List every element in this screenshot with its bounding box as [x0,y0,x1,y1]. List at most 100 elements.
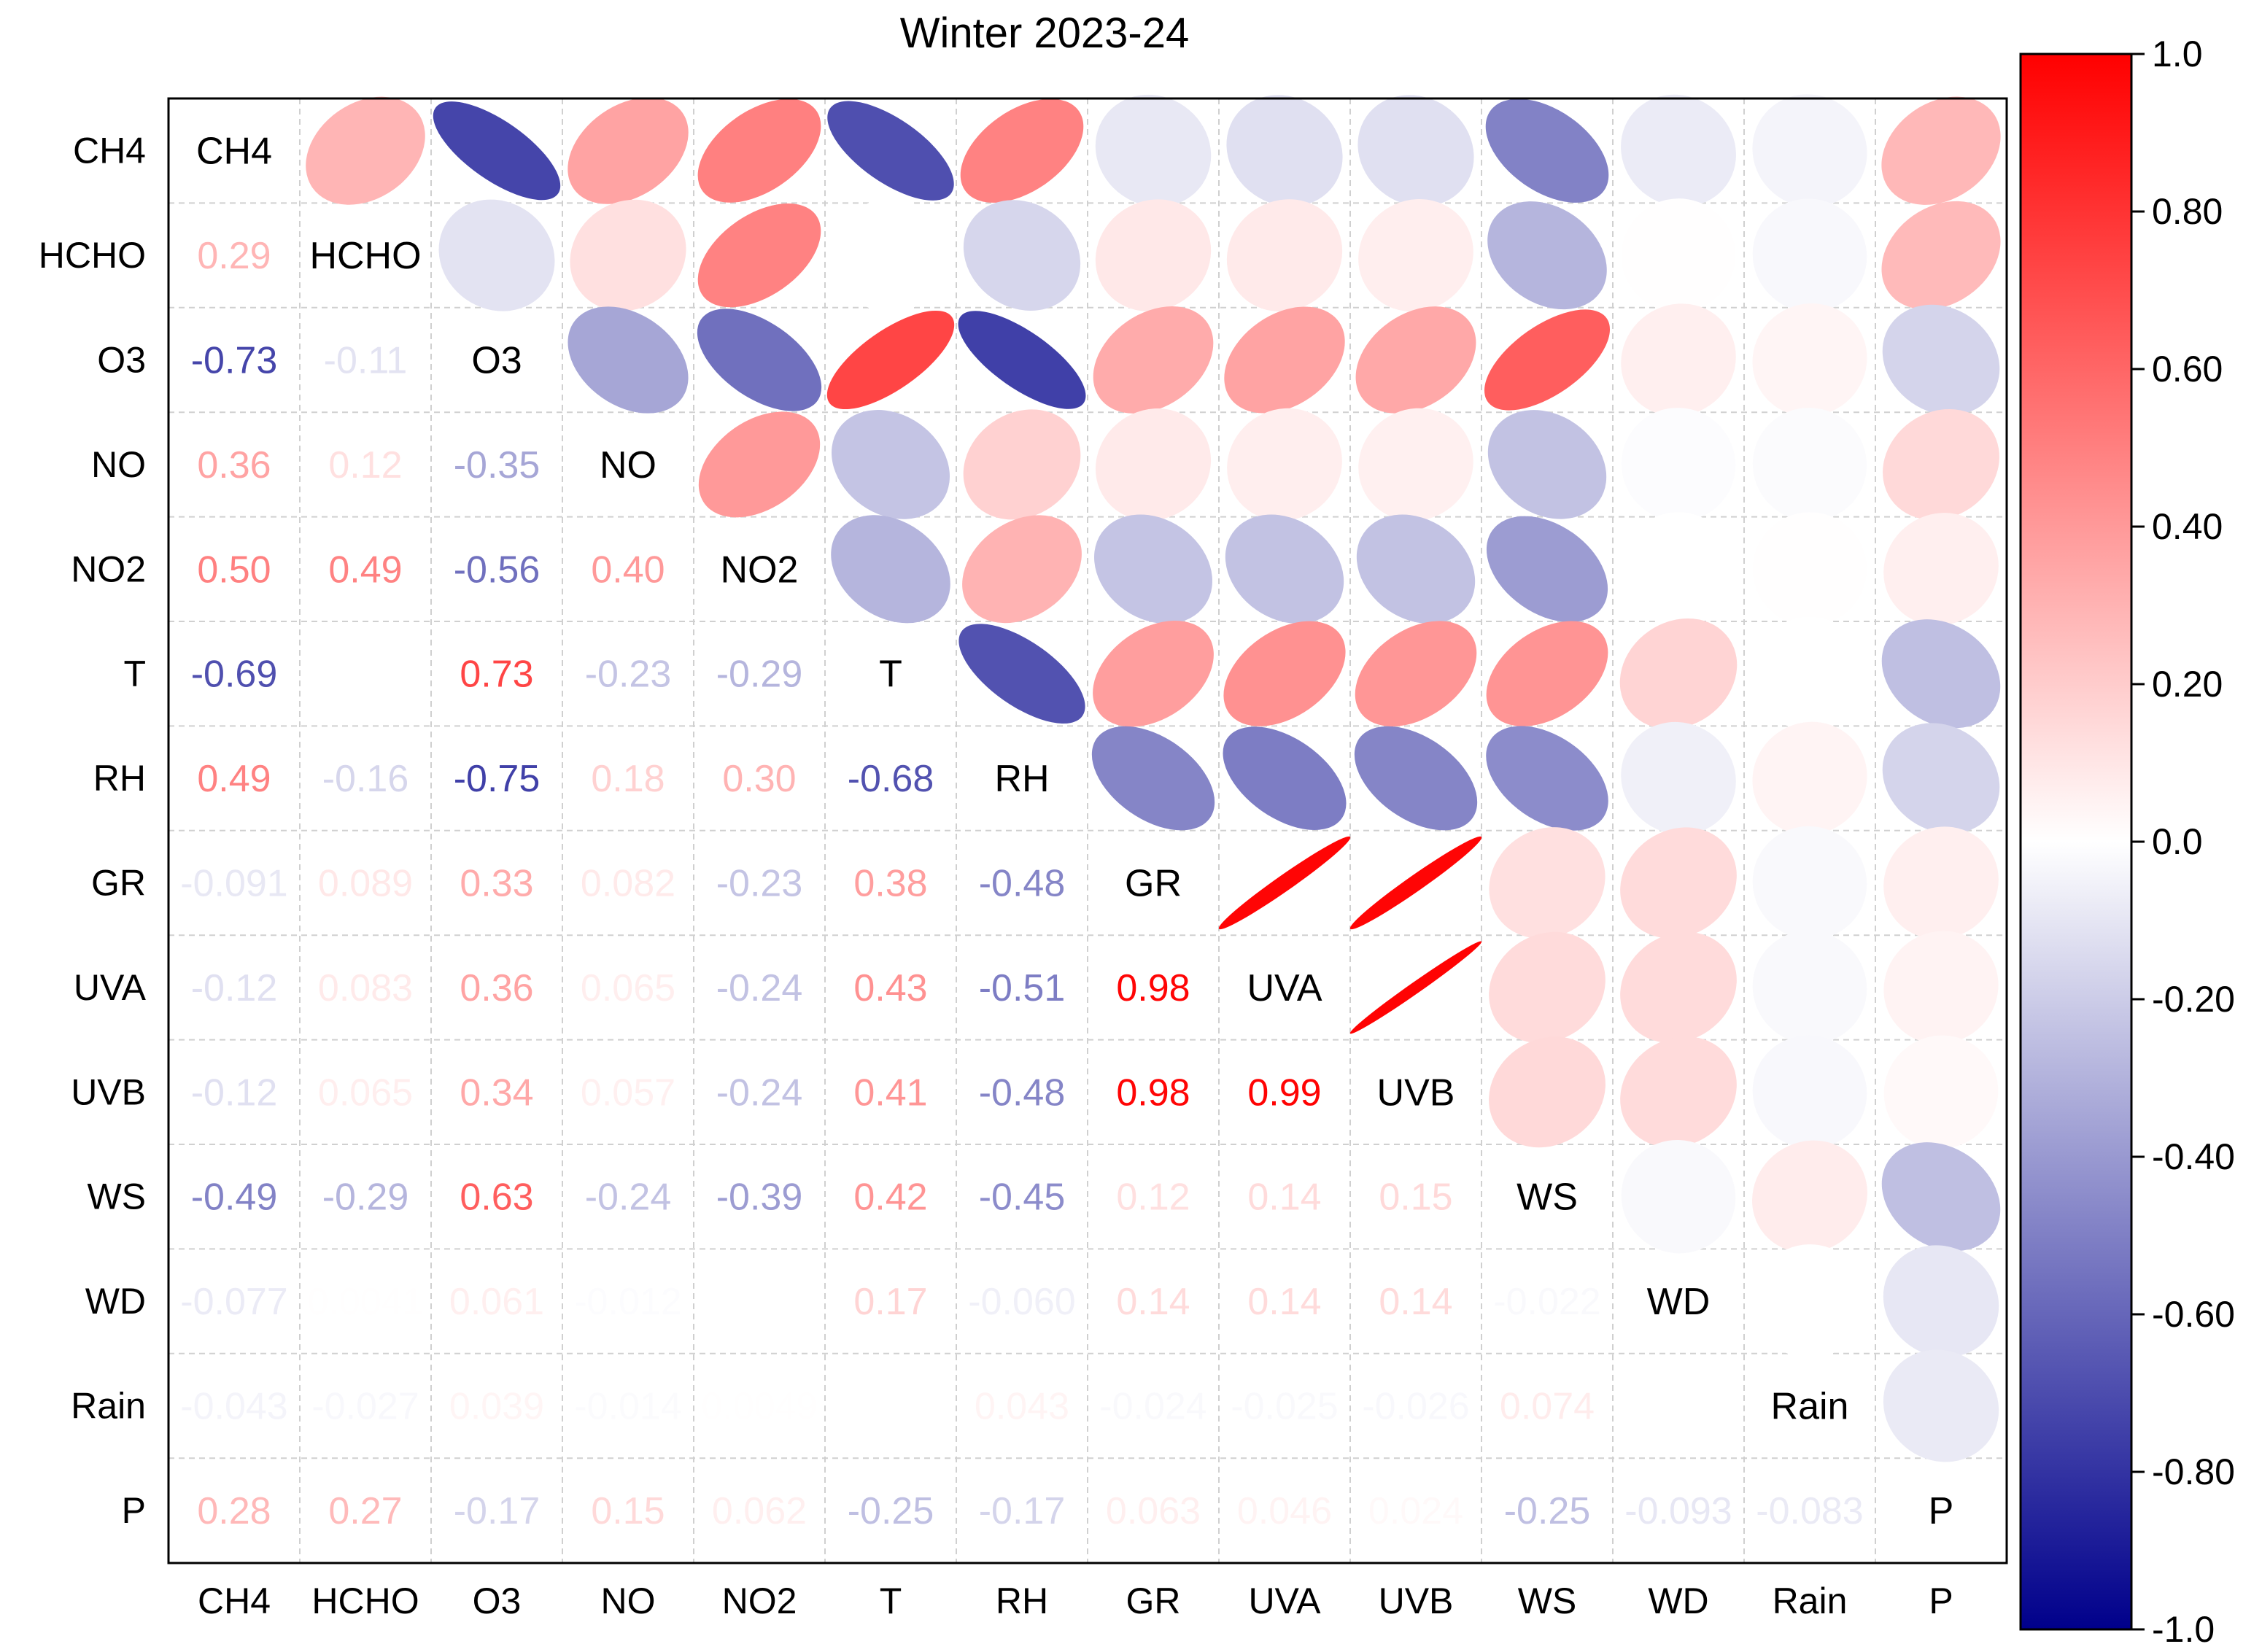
correlation-value: 0.0 [339,654,392,696]
correlation-ellipse [1619,618,1738,729]
correlation-value: -0.17 [979,1490,1066,1532]
x-tick-label: UVB [1379,1581,1454,1621]
correlation-ellipse [1752,1035,1867,1149]
diagonal-label: CH4 [196,131,272,173]
correlation-value: 0.42 [853,1176,927,1219]
correlation-value: 0.33 [460,863,533,905]
diagonal-label: NO2 [721,548,799,591]
correlation-ellipse [1349,836,1482,930]
axis-labels: CH4 CH4 HCHO HCHO O3 O3 NO NO NO2 NO2 T T RH RH GR GR UV… [39,131,1953,1621]
correlation-value: 0.15 [591,1490,665,1532]
correlation-ellipse [1223,726,1347,830]
correlation-ellipse [697,203,821,308]
grid-lines [169,98,2007,1563]
x-tick-label: NO2 [722,1581,797,1621]
diagonal-label: P [1929,1490,1954,1532]
correlation-value: -0.024 [1099,1386,1206,1428]
correlation-ellipse [1224,306,1345,414]
correlation-ellipse [1881,619,2001,729]
correlation-ellipse [1487,410,1607,519]
correlation-ellipse [1486,726,1608,831]
diagonal-label: Rain [1771,1386,1849,1428]
correlation-value: -0.025 [1231,1386,1338,1428]
correlation-value: -0.25 [1504,1490,1591,1532]
correlation-value: 0.43 [853,967,927,1009]
diagonal-label: UVA [1247,967,1322,1009]
correlation-value: -0.68 [848,758,934,800]
x-tick-label: T [880,1581,902,1621]
correlation-value: -0.39 [716,1176,803,1219]
correlation-ellipse [1881,96,2001,205]
colorbar-tick-label: -1.0 [2152,1609,2215,1648]
correlation-value: 0.49 [197,758,271,800]
correlation-value: 0.063 [1106,1490,1201,1532]
correlation-value: -0.23 [716,863,803,905]
correlation-ellipse [568,306,689,414]
correlation-value: 0.38 [853,863,927,905]
correlation-ellipse [1621,303,1736,416]
correlation-ellipse [1753,616,1867,731]
correlation-ellipse [1621,408,1736,521]
correlation-ellipse [1883,826,1999,939]
diagonal-label: NO [600,444,656,486]
correlation-ellipse [1095,408,1212,521]
correlation-value: 0.17 [853,1281,927,1323]
x-tick-label: NO [601,1581,656,1621]
diagonal-label: HCHO [309,235,421,277]
correlation-ellipse [1752,826,1867,940]
correlation-value: 0.14 [1247,1281,1321,1323]
correlation-value: -0.29 [716,654,803,696]
correlation-ellipse [1358,198,1473,312]
correlation-value: 0.49 [328,548,402,591]
matrix-cells: CH4 0.29 HCHO -0.73 -0.11 O3 0.36 0.12 -0.35 NO 0.… [180,94,2001,1532]
plot-frame [167,97,2008,1564]
correlation-ellipse [1355,306,1476,414]
correlation-value: -0.35 [454,444,541,486]
y-tick-label: WD [85,1281,146,1322]
correlation-ellipse [306,96,425,205]
correlation-value: 0.14 [1247,1176,1321,1219]
correlation-ellipse [1752,721,1867,835]
colorbar-tick-label: 0.20 [2152,664,2223,705]
colorbar-tick-label: 1.0 [2152,34,2203,74]
correlation-value: 0.63 [460,1176,533,1219]
correlation-ellipse [438,199,555,311]
correlation-value: 0.41 [853,1071,927,1114]
correlation-ellipse [1621,94,1736,207]
correlation-ellipse [1094,514,1212,624]
correlation-value: 0.98 [1116,1071,1190,1114]
correlation-ellipse [834,198,948,313]
correlation-ellipse [1091,726,1215,831]
y-tick-label: O3 [97,340,146,381]
colorbar-tick-label: 0.40 [2152,506,2223,547]
correlation-ellipse [1095,199,1212,311]
correlation-ellipse [1752,408,1867,521]
correlation-value: -0.48 [979,863,1066,905]
diagonal-label: RH [994,758,1049,800]
correlation-value: -0.077 [180,1281,287,1323]
correlation-value: 0.12 [1116,1176,1190,1219]
correlation-ellipse [1354,726,1478,831]
correlation-ellipse [1752,198,1867,312]
correlation-value: -0.24 [585,1176,672,1219]
y-tick-label: P [122,1490,146,1531]
correlation-ellipse [1752,512,1867,627]
colorbar-tick-label: -0.80 [2152,1451,2235,1492]
correlation-value: -0.012 [574,1281,681,1323]
diagonal-label: GR [1125,863,1182,905]
correlation-value: 0.074 [1500,1386,1595,1428]
correlation-value: 0.0041 [307,1281,423,1323]
diagonal-label: UVB [1377,1071,1455,1114]
x-tick-label: WS [1518,1581,1577,1621]
correlation-ellipse [1349,941,1482,1034]
colorbar-tick-label: -0.40 [2152,1136,2235,1177]
correlation-value: 0.0 [1652,1386,1705,1428]
correlation-ellipse [963,409,1081,520]
correlation-ellipse [832,410,950,519]
correlation-ellipse [958,624,1085,724]
correlation-ellipse [1095,94,1212,207]
correlation-ellipse [1752,303,1867,416]
correlation-value: 0.0049 [701,1386,817,1428]
correlation-value: 0.024 [1368,1490,1463,1532]
